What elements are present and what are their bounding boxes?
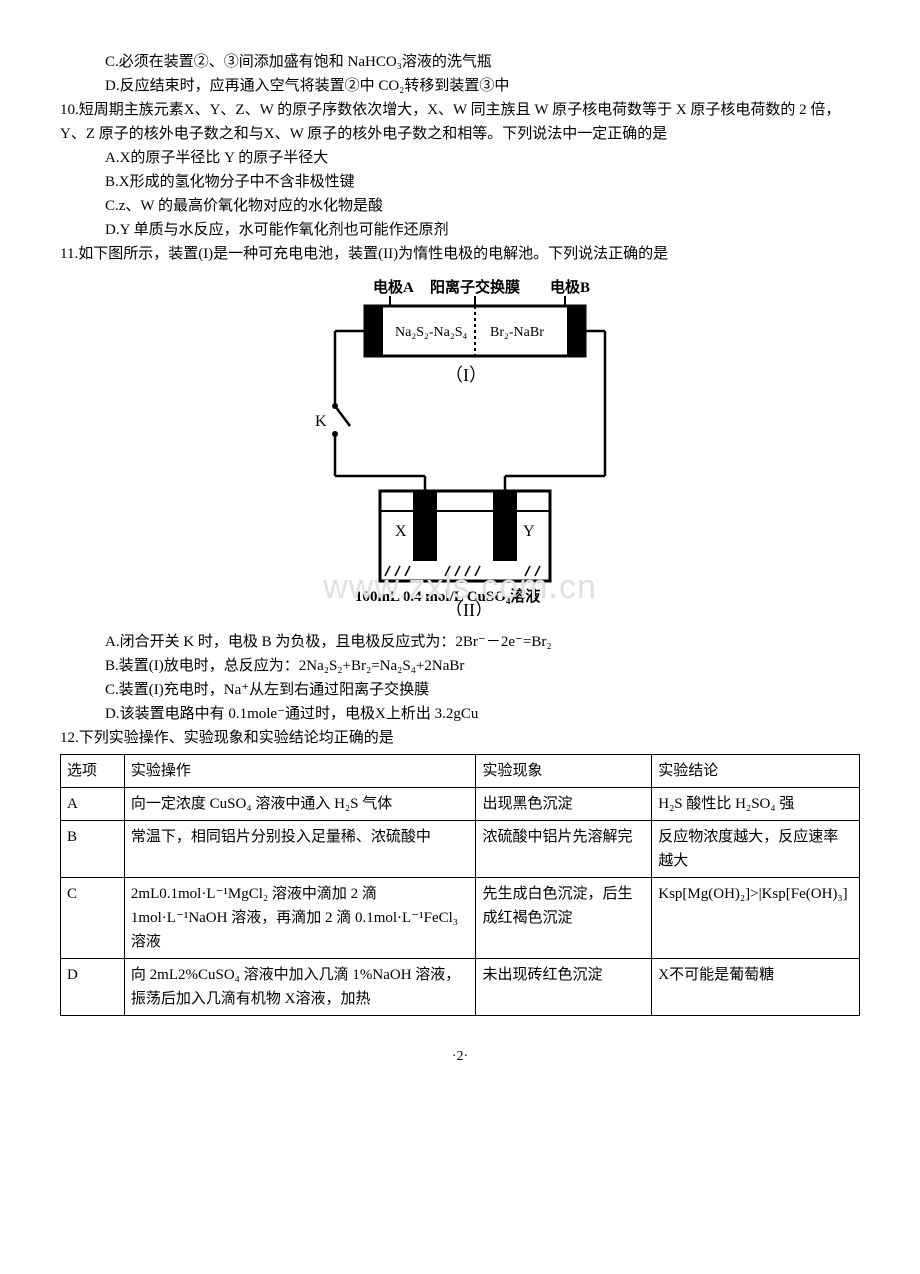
th-opt: 选项 — [61, 755, 125, 788]
table-row: C 2mL0.1mol·L⁻¹MgCl₂ 溶液中滴加 2 滴 1mol·L⁻¹N… — [61, 878, 860, 959]
q12-table: 选项 实验操作 实验现象 实验结论 A 向一定浓度 CuSO₄ 溶液中通入 H₂… — [60, 754, 860, 1016]
q11-option-c: C.装置(I)充电时，Na⁺从左到右通过阳离子交换膜 — [60, 678, 860, 702]
table-row: A 向一定浓度 CuSO₄ 溶液中通入 H₂S 气体 出现黑色沉淀 H₂S 酸性… — [61, 788, 860, 821]
right-cell-text: Br₂-NaBr — [490, 325, 544, 340]
label-membrane: 阳离子交换膜 — [430, 278, 520, 296]
q11-option-a: A.闭合开关 K 时，电极 B 为负极，且电极反应式为：2Br⁻－2e⁻=Br₂ — [60, 630, 860, 654]
th-op: 实验操作 — [124, 755, 476, 788]
table-row: B 常温下，相同铝片分别投入足量稀、浓硫酸中 浓硫酸中铝片先溶解完 反应物浓度越… — [61, 821, 860, 878]
q9-option-c: C.必须在装置②、③间添加盛有饱和 NaHCO₃溶液的洗气瓶 — [60, 50, 860, 74]
cell2-label: （II） — [445, 600, 493, 616]
th-con: 实验结论 — [652, 755, 860, 788]
label-electrode-b: 电极B — [550, 278, 590, 296]
q11-option-d: D.该装置电路中有 0.1mole⁻通过时，电极X上析出 3.2gCu — [60, 702, 860, 726]
q11-option-b: B.装置(I)放电时，总反应为：2Na₂S₂+Br₂=Na₂S₄+2NaBr — [60, 654, 860, 678]
table-header-row: 选项 实验操作 实验现象 实验结论 — [61, 755, 860, 788]
cell1-label: （I） — [445, 365, 487, 385]
switch-k-label: K — [315, 413, 327, 430]
label-electrode-a: 电极A — [373, 278, 414, 296]
q11-diagram: 电极A 阳离子交换膜 电极B Na₂S₂-Na₂S₄ Br₂-NaBr （I） … — [60, 276, 860, 624]
q12-stem: 12.下列实验操作、实验现象和实验结论均正确的是 — [60, 726, 860, 750]
svg-text:Y: Y — [523, 523, 535, 540]
q9-option-d: D.反应结束时，应再通入空气将装置②中 CO₂转移到装置③中 — [60, 74, 860, 98]
page-number: ·2· — [60, 1046, 860, 1068]
table-row: D 向 2mL2%CuSO₄ 溶液中加入几滴 1%NaOH 溶液，振荡后加入几滴… — [61, 959, 860, 1016]
q10-option-d: D.Y 单质与水反应，水可能作氧化剂也可能作还原剂 — [60, 218, 860, 242]
left-cell-text: Na₂S₂-Na₂S₄ — [395, 325, 468, 340]
q10-stem: 10.短周期主族元素X、Y、Z、W 的原子序数依次增大，X、W 同主族且 W 原… — [60, 98, 860, 146]
svg-text:X: X — [395, 523, 407, 540]
th-ph: 实验现象 — [476, 755, 652, 788]
q10-option-c: C.z、W 的最高价氧化物对应的水化物是酸 — [60, 194, 860, 218]
q10-option-b: B.X形成的氢化物分子中不含非极性键 — [60, 170, 860, 194]
q11-stem: 11.如下图所示，装置(I)是一种可充电电池，装置(II)为惰性电极的电解池。下… — [60, 242, 860, 266]
q10-option-a: A.X的原子半径比 Y 的原子半径大 — [60, 146, 860, 170]
